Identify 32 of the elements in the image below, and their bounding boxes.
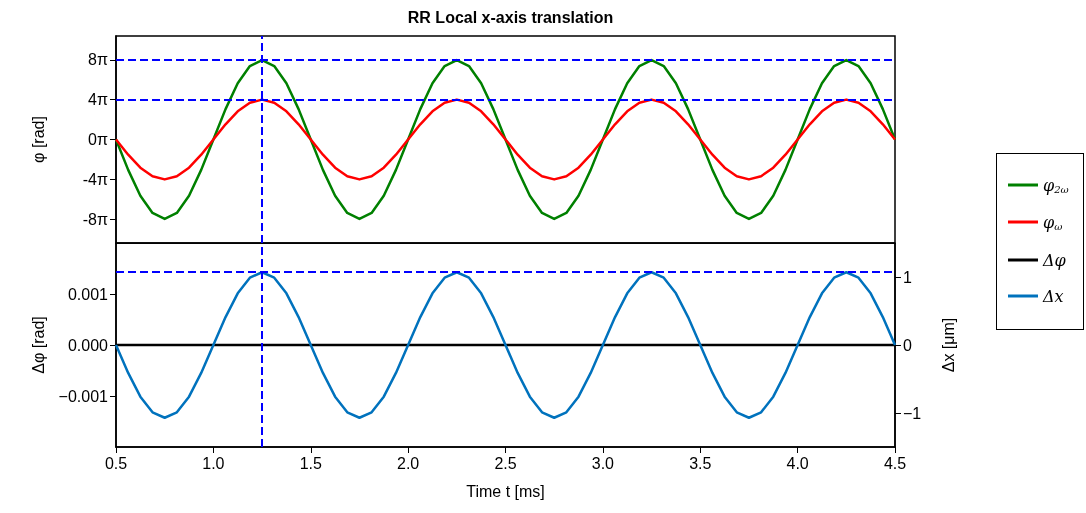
x-tick-label: 0.5 (104, 454, 128, 472)
y2-tick-label: 1 (903, 268, 912, 286)
y-axis-title: Δφ [rad] (29, 316, 47, 374)
x-tick-label: 1.5 (299, 454, 322, 472)
y2-axis-title: Δx [μm] (939, 317, 957, 373)
y-tick-label: 0.000 (67, 336, 109, 354)
y-axis-title: φ [rad] (29, 116, 47, 163)
x-tick-label: 2.5 (494, 454, 517, 472)
line-series (114, 58, 897, 221)
x-tick-label: 1.0 (202, 454, 225, 472)
x-tick-label: 3.5 (689, 454, 712, 472)
y-tick-label: 8π (88, 51, 108, 69)
line-series (114, 270, 897, 420)
y-tick-label: 0.001 (67, 285, 109, 303)
x-axis-title: Time t [ms] (466, 482, 545, 500)
legend-label: Δx (1042, 286, 1064, 306)
legend-label: φω (1043, 212, 1063, 232)
y-tick-label: -4π (82, 170, 108, 188)
y2-tick-label: 0 (903, 336, 912, 354)
legend-label: Δφ (1042, 250, 1067, 270)
y2-tick-label: −1 (903, 404, 922, 422)
y-tick-label: -8π (82, 210, 108, 228)
y-tick-label: 0π (88, 131, 108, 148)
chart-title: RR Local x-axis translation (407, 8, 614, 26)
y-tick-label: 4π (88, 91, 108, 109)
x-tick-label: 3.0 (591, 454, 615, 472)
x-tick-label: 2.0 (397, 454, 420, 472)
line-series (114, 98, 897, 181)
x-tick-label: 4.0 (786, 454, 809, 472)
y-tick-label: −0.001 (58, 387, 109, 405)
legend-label: φ2ω (1043, 175, 1069, 195)
x-tick-label: 4.5 (883, 454, 907, 472)
